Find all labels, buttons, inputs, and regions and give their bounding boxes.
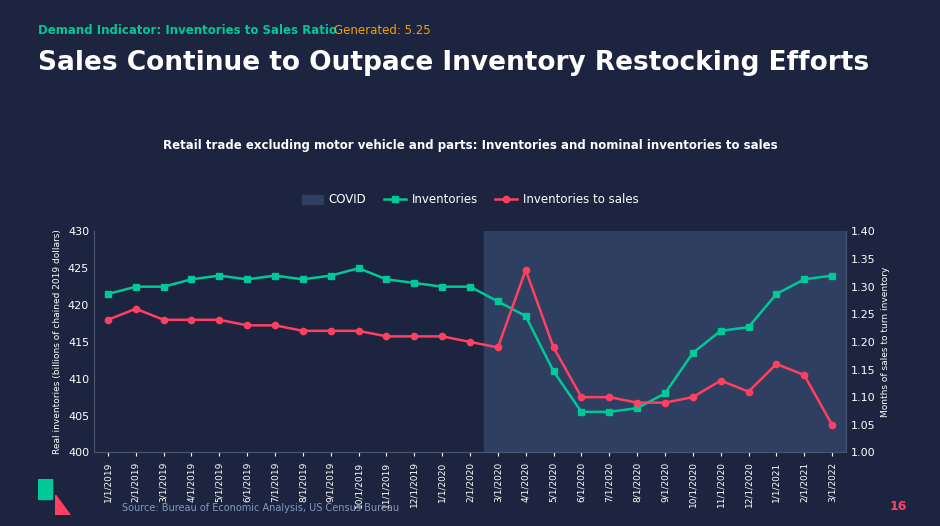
Inventories: [826, 272, 838, 279]
Polygon shape: [55, 495, 70, 515]
Y-axis label: Real inventories (billions of chained 2019 dollars): Real inventories (billions of chained 20…: [54, 229, 62, 454]
Inventories: [352, 265, 364, 271]
Inventories to sales: [715, 378, 727, 384]
Inventories: [381, 276, 392, 282]
Inventories to sales: [270, 322, 281, 328]
Inventories to sales: [632, 399, 643, 406]
Inventories to sales: [297, 328, 308, 334]
Inventories: [130, 284, 141, 290]
Bar: [484, 231, 846, 452]
Inventories: [659, 390, 670, 397]
Inventories: [548, 368, 559, 375]
Inventories to sales: [436, 333, 447, 340]
Inventories: [715, 328, 727, 334]
Inventories: [520, 313, 531, 319]
Inventories to sales: [659, 399, 670, 406]
Inventories: [325, 272, 337, 279]
Text: 16: 16: [890, 500, 907, 513]
Line: Inventories to sales: Inventories to sales: [104, 267, 836, 428]
Inventories to sales: [242, 322, 253, 328]
Inventories to sales: [381, 333, 392, 340]
Inventories to sales: [213, 317, 225, 323]
Inventories to sales: [548, 345, 559, 351]
Inventories to sales: [493, 345, 504, 351]
Text: Generated: 5.25: Generated: 5.25: [334, 24, 431, 37]
Polygon shape: [38, 479, 53, 499]
Text: Sales Continue to Outpace Inventory Restocking Efforts: Sales Continue to Outpace Inventory Rest…: [38, 50, 869, 76]
Inventories: [270, 272, 281, 279]
Inventories: [436, 284, 447, 290]
Inventories to sales: [158, 317, 169, 323]
Inventories to sales: [464, 339, 476, 345]
Line: Inventories: Inventories: [104, 265, 836, 415]
Inventories to sales: [771, 361, 782, 367]
Text: Retail trade excluding motor vehicle and parts: Inventories and nominal inventor: Retail trade excluding motor vehicle and…: [163, 139, 777, 153]
Inventories: [409, 280, 420, 286]
Inventories: [186, 276, 197, 282]
Text: Demand Indicator: Inventories to Sales Ratio: Demand Indicator: Inventories to Sales R…: [38, 24, 337, 37]
Inventories: [213, 272, 225, 279]
Inventories: [102, 291, 114, 297]
Inventories: [771, 291, 782, 297]
Legend: COVID, Inventories, Inventories to sales: COVID, Inventories, Inventories to sales: [297, 189, 643, 211]
Inventories: [158, 284, 169, 290]
Inventories to sales: [102, 317, 114, 323]
Inventories to sales: [576, 394, 588, 400]
Inventories to sales: [409, 333, 420, 340]
Inventories: [799, 276, 810, 282]
Inventories: [632, 405, 643, 411]
Text: Source: Bureau of Economic Analysis, US Census Bureau: Source: Bureau of Economic Analysis, US …: [122, 503, 400, 513]
Inventories: [603, 409, 615, 415]
Inventories: [464, 284, 476, 290]
Inventories: [297, 276, 308, 282]
Inventories to sales: [325, 328, 337, 334]
Inventories to sales: [687, 394, 698, 400]
Inventories to sales: [826, 422, 838, 428]
Inventories to sales: [130, 306, 141, 312]
Inventories: [576, 409, 588, 415]
Inventories to sales: [799, 372, 810, 378]
Inventories to sales: [520, 267, 531, 273]
Inventories to sales: [603, 394, 615, 400]
Inventories: [687, 350, 698, 356]
Y-axis label: Months of sales to turn inventory: Months of sales to turn inventory: [881, 267, 890, 417]
Inventories: [242, 276, 253, 282]
Inventories to sales: [186, 317, 197, 323]
Inventories: [743, 324, 754, 330]
Inventories to sales: [352, 328, 364, 334]
Inventories: [493, 298, 504, 305]
Inventories to sales: [743, 388, 754, 394]
